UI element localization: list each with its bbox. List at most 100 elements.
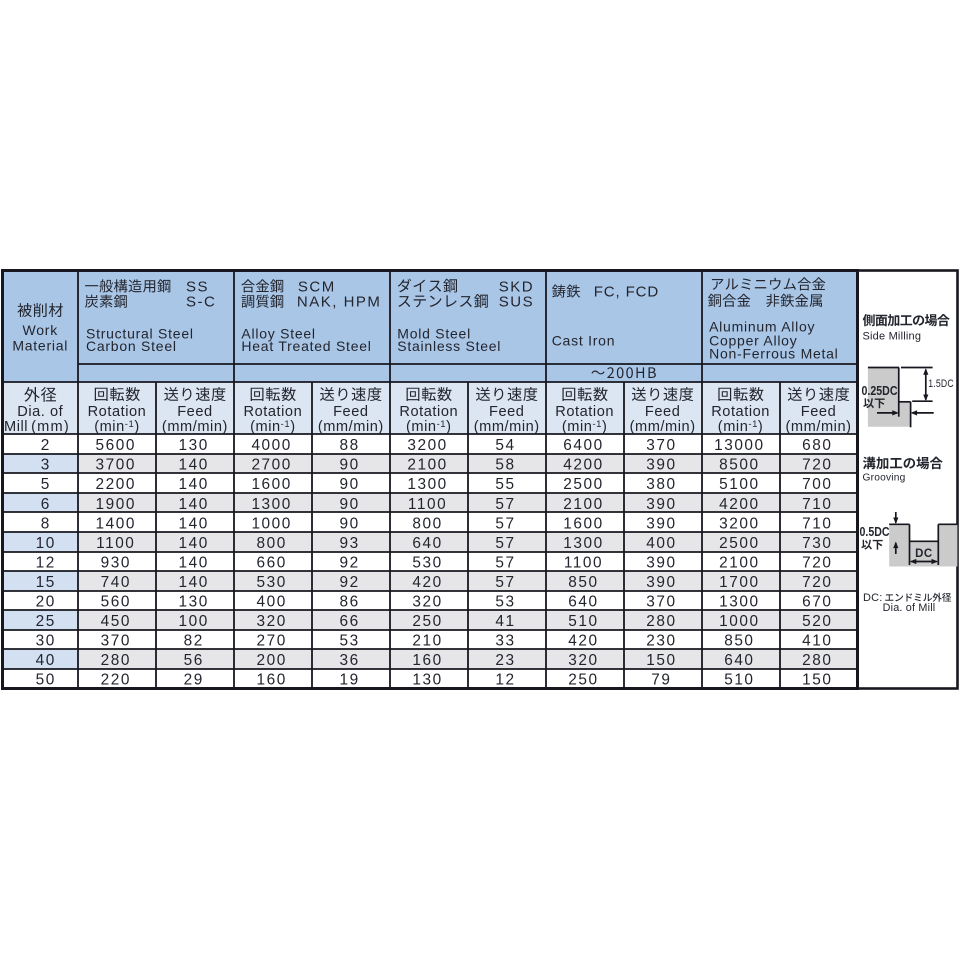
svg-text:680: 680 [802, 437, 832, 454]
svg-text:(mm/min): (mm/min) [318, 419, 384, 435]
svg-text:730: 730 [802, 535, 832, 552]
svg-text:390: 390 [646, 515, 676, 532]
svg-text:0.5DC: 0.5DC [860, 525, 890, 539]
svg-text:230: 230 [646, 633, 676, 650]
svg-text:150: 150 [802, 672, 832, 689]
svg-text:410: 410 [802, 633, 832, 650]
svg-text:850: 850 [568, 574, 598, 591]
svg-text:57: 57 [495, 574, 515, 591]
svg-text:90: 90 [340, 476, 360, 493]
svg-text:5: 5 [41, 476, 51, 493]
svg-text:1300: 1300 [563, 535, 603, 552]
svg-text:320: 320 [412, 594, 442, 611]
svg-text:12: 12 [495, 672, 515, 689]
svg-text:Grooving: Grooving [863, 472, 906, 483]
svg-text:DC: DC [915, 546, 933, 560]
svg-text:93: 93 [340, 535, 360, 552]
svg-text:2: 2 [41, 437, 51, 454]
svg-text:SKD: SKD [499, 278, 534, 295]
svg-text:140: 140 [179, 574, 209, 591]
svg-text:530: 530 [257, 574, 287, 591]
svg-text:58: 58 [495, 457, 515, 474]
svg-text:3200: 3200 [407, 437, 447, 454]
svg-text:54: 54 [495, 437, 515, 454]
svg-text:390: 390 [646, 554, 676, 571]
svg-text:Rotation: Rotation [399, 404, 458, 420]
svg-text:79: 79 [651, 672, 671, 689]
svg-text:2100: 2100 [719, 554, 759, 571]
svg-text:220: 220 [101, 672, 131, 689]
svg-text:660: 660 [257, 554, 287, 571]
svg-text:(mm): (mm) [31, 419, 70, 435]
svg-text:280: 280 [101, 652, 131, 669]
svg-text:Aluminum Alloy: Aluminum Alloy [709, 318, 815, 334]
svg-text:280: 280 [802, 652, 832, 669]
svg-text:SUS: SUS [499, 294, 534, 311]
svg-text:740: 740 [101, 574, 131, 591]
svg-text:(mm/min): (mm/min) [786, 419, 852, 435]
svg-text:Structural Steel: Structural Steel [86, 326, 194, 342]
svg-text:370: 370 [101, 633, 131, 650]
svg-text:88: 88 [340, 437, 360, 454]
svg-text:Feed: Feed [645, 404, 680, 420]
svg-text:140: 140 [179, 515, 209, 532]
svg-text:370: 370 [646, 437, 676, 454]
svg-text:210: 210 [412, 633, 442, 650]
svg-text:(mm/min): (mm/min) [474, 419, 540, 435]
svg-text:56: 56 [184, 652, 204, 669]
svg-text:520: 520 [802, 613, 832, 630]
svg-text:Material: Material [12, 338, 68, 354]
svg-text:50: 50 [36, 672, 56, 689]
svg-text:Dia. of Mill: Dia. of Mill [883, 602, 936, 614]
svg-text:Copper Alloy: Copper Alloy [709, 332, 797, 348]
svg-text:90: 90 [340, 515, 360, 532]
svg-text:160: 160 [412, 652, 442, 669]
svg-text:2700: 2700 [251, 457, 291, 474]
svg-text:420: 420 [568, 633, 598, 650]
svg-text:1400: 1400 [96, 515, 136, 532]
svg-text:92: 92 [340, 574, 360, 591]
svg-text:90: 90 [340, 457, 360, 474]
svg-text:1100: 1100 [96, 535, 135, 552]
svg-text:250: 250 [412, 613, 442, 630]
svg-text:41: 41 [495, 613, 515, 630]
svg-text:1000: 1000 [719, 613, 759, 630]
svg-text:55: 55 [495, 476, 515, 493]
svg-text:1100: 1100 [564, 554, 603, 571]
svg-text:1100: 1100 [408, 496, 447, 513]
svg-text:53: 53 [340, 633, 360, 650]
svg-text:700: 700 [802, 476, 832, 493]
svg-text:DC:: DC: [863, 592, 883, 604]
svg-text:710: 710 [802, 496, 832, 513]
svg-text:4200: 4200 [719, 496, 759, 513]
svg-text:SCM: SCM [298, 278, 336, 295]
svg-text:Rotation: Rotation [711, 404, 770, 420]
svg-text:930: 930 [101, 554, 131, 571]
svg-text:40: 40 [36, 652, 56, 669]
svg-text:36: 36 [340, 652, 360, 669]
svg-text:2500: 2500 [719, 535, 759, 552]
svg-text:1900: 1900 [96, 496, 136, 513]
svg-text:Heat Treated Steel: Heat Treated Steel [241, 338, 371, 354]
svg-text:420: 420 [412, 574, 442, 591]
svg-text:Stainless Steel: Stainless Steel [397, 338, 501, 354]
svg-text:390: 390 [646, 574, 676, 591]
svg-text:19: 19 [340, 672, 360, 689]
svg-text:Alloy Steel: Alloy Steel [241, 326, 315, 342]
svg-text:NAK, HPM: NAK, HPM [297, 294, 382, 311]
svg-text:Rotation: Rotation [243, 404, 302, 420]
svg-text:1600: 1600 [563, 515, 603, 532]
svg-text:400: 400 [257, 594, 287, 611]
svg-text:140: 140 [179, 554, 209, 571]
svg-text:380: 380 [646, 476, 676, 493]
svg-text:SS: SS [186, 278, 209, 295]
svg-text:670: 670 [802, 594, 832, 611]
svg-text:Side Milling: Side Milling [863, 330, 922, 342]
svg-text:200: 200 [257, 652, 287, 669]
svg-text:33: 33 [495, 633, 515, 650]
svg-text:8500: 8500 [719, 457, 759, 474]
svg-text:2100: 2100 [407, 457, 447, 474]
svg-text:Non-Ferrous Metal: Non-Ferrous Metal [709, 346, 838, 362]
svg-text:140: 140 [179, 535, 209, 552]
svg-text:57: 57 [495, 515, 515, 532]
